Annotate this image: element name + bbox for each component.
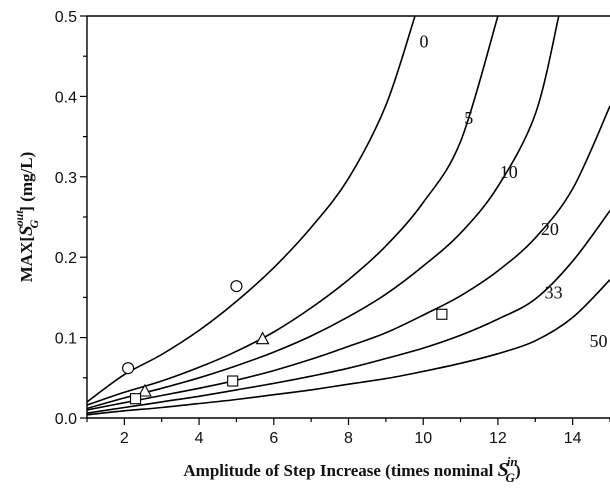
marker-square [130, 393, 142, 405]
data-markers [122, 280, 448, 405]
x-tick-label: 10 [414, 430, 432, 447]
x-axis-ticks: 2 4 6 8 10 12 14 [86, 418, 610, 447]
series-line-33 [87, 210, 610, 414]
x-axis-title-sup: in [507, 454, 518, 469]
series-line-5 [87, 16, 499, 406]
marker-circle [230, 280, 243, 293]
curve-label-20: 20 [541, 219, 559, 239]
x-tick-label: 14 [564, 430, 582, 447]
curve-label-0: 0 [419, 32, 428, 52]
marker-circle [122, 362, 135, 375]
y-axis-title: MAX[SoutG ] (mg/L) [12, 152, 41, 283]
curve-label-33: 33 [545, 283, 563, 303]
x-tick-label: 8 [344, 430, 353, 447]
curve-label-50: 50 [589, 331, 607, 351]
y-tick-label: 0.5 [55, 9, 77, 26]
x-tick-label: 4 [195, 430, 204, 447]
x-axis-title-sub: G [506, 470, 516, 485]
x-tick-label: 2 [120, 430, 129, 447]
y-tick-label: 0.3 [55, 170, 77, 187]
marker-square [436, 308, 448, 320]
curve-labels: 0 5 10 20 33 50 [419, 32, 607, 351]
marker-triangle [137, 383, 152, 397]
x-tick-label: 6 [269, 430, 278, 447]
curve-label-10: 10 [500, 162, 518, 182]
x-axis-title-text: Amplitude of Step Increase (times nomina… [183, 461, 497, 480]
series-line-10 [87, 16, 560, 410]
y-axis-title-symbol: S [16, 225, 37, 236]
curve-label-5: 5 [464, 108, 473, 128]
y-tick-label: 0.0 [55, 411, 77, 428]
x-axis-title: Amplitude of Step Increase (times nomina… [183, 454, 520, 485]
y-axis-title-sub: G [27, 219, 41, 228]
series-line-0 [87, 16, 416, 403]
y-axis-title-prefix: MAX[ [17, 236, 36, 283]
series-line-50 [87, 279, 610, 416]
marker-triangle [255, 331, 270, 345]
y-axis-title-sup: out [12, 210, 26, 227]
x-tick-label: 12 [489, 430, 507, 447]
marker-square [227, 375, 239, 387]
x-axis-title-close: ) [515, 461, 521, 480]
y-tick-label: 0.4 [55, 89, 77, 106]
y-axis-title-suffix: ] (mg/L) [17, 152, 36, 212]
x-axis-title-symbol: S [498, 459, 509, 481]
y-tick-label: 0.1 [55, 331, 77, 348]
curves [87, 16, 610, 416]
series-line-20 [87, 105, 610, 411]
y-tick-label: 0.2 [55, 250, 77, 267]
y-axis-ticks: 0.0 0.1 0.2 0.3 0.4 0.5 [55, 9, 87, 428]
